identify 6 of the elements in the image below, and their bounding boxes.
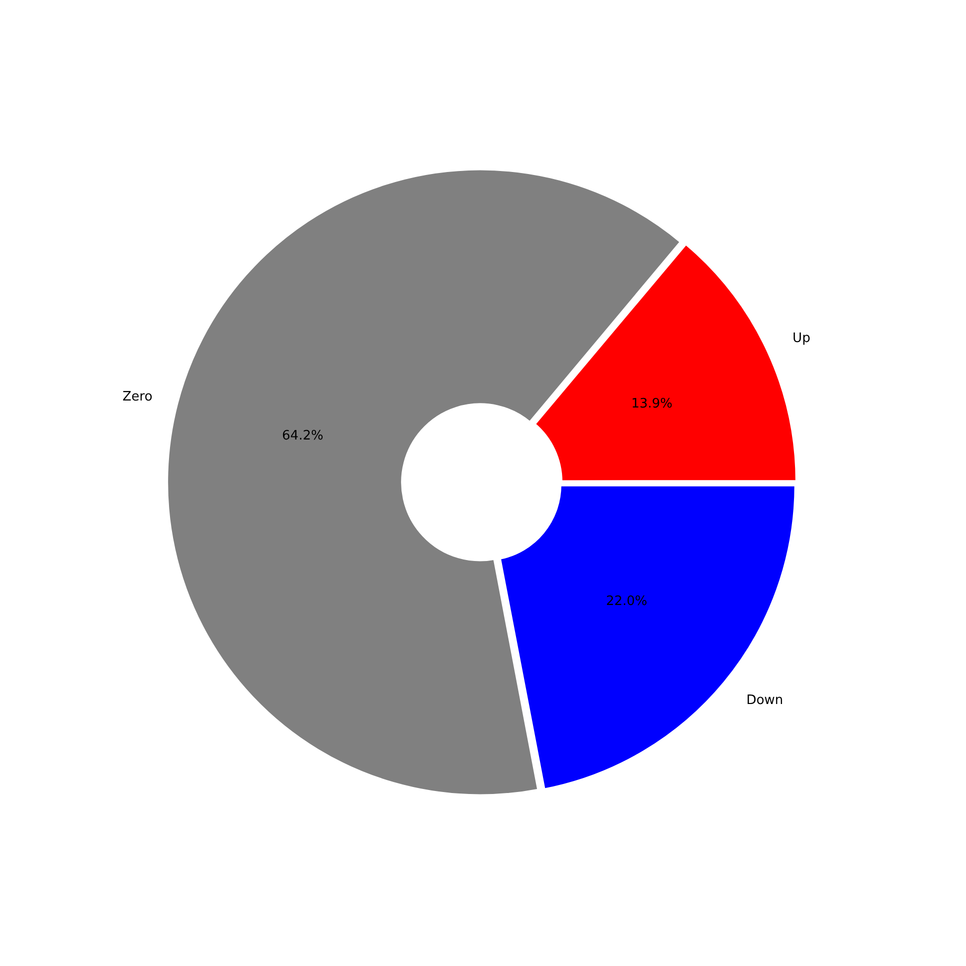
data-label: 64.2% xyxy=(282,428,324,444)
slice-label: Zero xyxy=(122,389,152,404)
data-label: 13.9% xyxy=(631,396,673,412)
slice-label: Down xyxy=(746,692,784,708)
slice-label: Up xyxy=(792,331,810,346)
data-label: 22.0% xyxy=(606,594,648,610)
